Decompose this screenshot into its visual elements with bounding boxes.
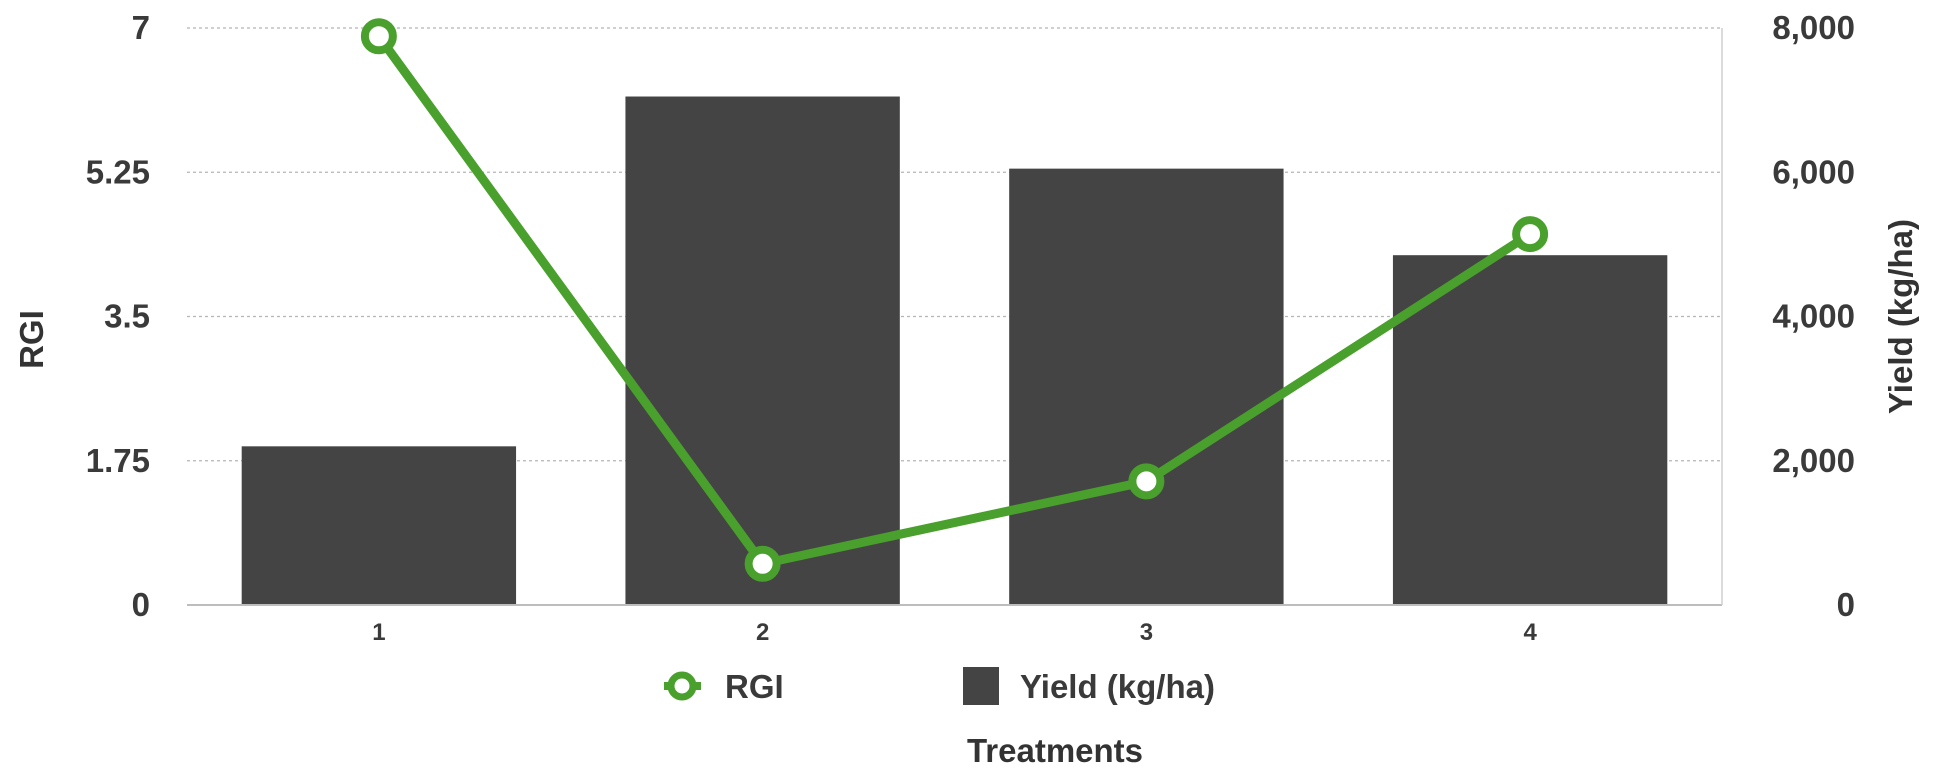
right-axis-title: Yield (kg/ha): [1882, 219, 1919, 414]
legend: RGI Yield (kg/ha): [664, 667, 1215, 705]
right-axis-ticks: 0 2,000 4,000 6,000 8,000: [1772, 9, 1855, 623]
line-series: [360, 18, 1549, 582]
legend-item-rgi: RGI: [664, 668, 784, 705]
rgi-point: [744, 545, 781, 582]
legend-label-yield: Yield (kg/ha): [1020, 668, 1215, 705]
left-axis-ticks: 0 1.75 3.5 5.25 7: [86, 9, 150, 623]
right-tick-label: 0: [1837, 586, 1855, 623]
x-axis-title: Treatments: [967, 732, 1143, 768]
legend-label-rgi: RGI: [725, 668, 784, 705]
right-tick-label: 4,000: [1772, 298, 1855, 335]
left-tick-label: 5.25: [86, 153, 150, 190]
bar: [1392, 255, 1668, 605]
left-tick-label: 1.75: [86, 442, 150, 479]
x-tick-label: 4: [1523, 619, 1537, 646]
rgi-point: [1128, 463, 1165, 500]
right-tick-label: 8,000: [1772, 9, 1855, 46]
rgi-line: [374, 31, 1535, 569]
x-tick-label: 1: [372, 619, 385, 646]
legend-item-yield: Yield (kg/ha): [963, 667, 1215, 705]
x-tick-label: 3: [1140, 619, 1153, 646]
bar: [241, 446, 517, 605]
bar: [625, 96, 900, 606]
legend-bar-swatch: [963, 667, 999, 705]
left-axis-title: RGI: [13, 310, 50, 369]
left-tick-label: 0: [132, 586, 150, 623]
x-axis-ticks: 1 2 3 4: [372, 619, 1537, 646]
left-tick-label: 7: [132, 9, 150, 46]
right-tick-label: 6,000: [1772, 153, 1855, 190]
left-tick-label: 3.5: [104, 298, 150, 335]
rgi-point: [360, 18, 397, 55]
right-tick-label: 2,000: [1772, 442, 1855, 479]
rgi-point: [1512, 216, 1549, 253]
bar: [1009, 168, 1284, 606]
bar-series: [241, 96, 1668, 606]
x-tick-label: 2: [756, 619, 769, 646]
legend-marker-swatch: [667, 671, 697, 701]
